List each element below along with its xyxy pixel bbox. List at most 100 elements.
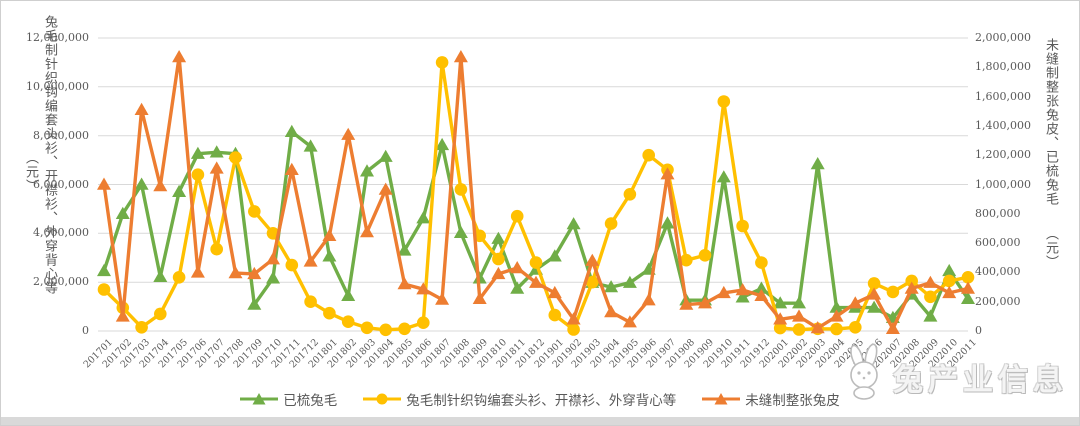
watermark-text: 兔产业信息 — [893, 364, 1068, 397]
marker-combed-rabbit-hair — [829, 300, 844, 313]
marker-rabbit-hair-knitwear — [867, 277, 881, 290]
marker-combed-rabbit-hair — [416, 211, 431, 224]
legend-item-rabbit-hair-knitwear: 兔毛制针织钩编套头衫、开襟衫、外穿背心等 — [363, 389, 676, 409]
right-axis-tick: 200,000 — [975, 294, 1021, 308]
marker-raw-rabbit-skin — [453, 50, 468, 63]
marker-rabbit-hair-knitwear — [492, 252, 505, 266]
marker-raw-rabbit-skin — [284, 162, 299, 175]
marker-raw-rabbit-skin — [547, 285, 562, 299]
marker-combed-rabbit-hair — [172, 184, 187, 197]
marker-raw-rabbit-skin — [773, 312, 788, 325]
marker-raw-rabbit-skin — [360, 225, 374, 238]
marker-combed-rabbit-hair — [284, 124, 299, 137]
right-axis-tick: 800,000 — [975, 206, 1021, 220]
marker-rabbit-hair-knitwear — [736, 219, 749, 233]
marker-raw-rabbit-skin — [660, 167, 675, 180]
marker-combed-rabbit-hair — [491, 231, 506, 244]
marker-raw-rabbit-skin — [716, 285, 731, 299]
marker-rabbit-hair-knitwear — [154, 307, 167, 321]
marker-raw-rabbit-skin — [97, 177, 111, 190]
marker-rabbit-hair-knitwear — [642, 148, 655, 162]
marker-rabbit-hair-knitwear — [323, 306, 336, 320]
marker-combed-rabbit-hair — [266, 271, 280, 284]
marker-raw-rabbit-skin — [735, 283, 750, 296]
marker-raw-rabbit-skin — [266, 252, 280, 265]
marker-combed-rabbit-hair — [153, 269, 168, 282]
marker-rabbit-hair-knitwear — [680, 253, 693, 267]
marker-raw-rabbit-skin — [810, 321, 825, 334]
marker-raw-rabbit-skin — [472, 291, 487, 304]
marker-rabbit-hair-knitwear — [961, 271, 975, 284]
marker-rabbit-hair-knitwear — [191, 168, 205, 181]
legend-label-rabbit-hair-knitwear: 兔毛制针织钩编套头衫、开襟衫、外穿背心等 — [406, 393, 677, 409]
right-axis-unit: （元） — [1043, 227, 1058, 270]
left-axis-title-text: 兔毛制针织钩编套头衫、开襟衫、外穿背心等 — [42, 15, 57, 295]
marker-raw-rabbit-skin — [942, 285, 957, 299]
marker-combed-rabbit-hair — [773, 296, 788, 309]
rabbit-watermark-icon — [850, 343, 878, 400]
marker-combed-rabbit-hair — [923, 309, 938, 322]
marker-raw-rabbit-skin — [134, 102, 149, 115]
marker-combed-rabbit-hair — [566, 217, 581, 230]
marker-rabbit-hair-knitwear — [510, 209, 524, 223]
marker-combed-rabbit-hair — [322, 249, 337, 262]
marker-rabbit-hair-knitwear — [229, 151, 242, 164]
marker-raw-rabbit-skin — [867, 287, 882, 300]
marker-combed-rabbit-hair — [360, 164, 374, 177]
right-axis-tick: 1,800,000 — [975, 60, 1031, 74]
marker-raw-rabbit-skin — [322, 228, 337, 241]
marker-rabbit-hair-knitwear — [773, 321, 787, 335]
marker-rabbit-hair-knitwear — [623, 188, 637, 201]
marker-raw-rabbit-skin — [397, 277, 412, 290]
marker-combed-rabbit-hair — [378, 149, 393, 162]
marker-rabbit-hair-knitwear — [360, 321, 374, 335]
marker-rabbit-hair-knitwear — [285, 258, 299, 272]
marker-combed-rabbit-hair — [341, 288, 356, 301]
legend-label-combed-rabbit-hair: 已梳兔毛 — [283, 393, 338, 409]
marker-rabbit-hair-knitwear — [849, 321, 862, 334]
marker-rabbit-hair-knitwear — [398, 322, 411, 336]
marker-rabbit-hair-knitwear — [924, 290, 937, 304]
marker-combed-rabbit-hair — [660, 216, 675, 229]
chart-legend: 已梳兔毛 兔毛制针织钩编套头衫、开襟衫、外穿背心等 未缝制整张兔皮 — [1, 389, 1079, 409]
right-axis-tick: 400,000 — [975, 265, 1021, 279]
legend-marker-combed-rabbit-hair — [240, 393, 279, 405]
right-axis-tick: 2,000,000 — [975, 31, 1031, 44]
marker-rabbit-hair-knitwear — [755, 256, 768, 269]
marker-combed-rabbit-hair — [453, 225, 468, 238]
marker-raw-rabbit-skin — [904, 281, 919, 294]
marker-raw-rabbit-skin — [961, 281, 975, 294]
marker-combed-rabbit-hair — [115, 206, 130, 219]
marker-raw-rabbit-skin — [566, 312, 581, 325]
marker-rabbit-hair-knitwear — [830, 322, 843, 336]
marker-raw-rabbit-skin — [378, 182, 393, 195]
marker-rabbit-hair-knitwear — [210, 242, 223, 256]
marker-combed-rabbit-hair — [961, 291, 975, 304]
marker-raw-rabbit-skin — [792, 309, 806, 322]
right-axis-tick: 1,000,000 — [975, 177, 1031, 191]
right-axis-tick: 600,000 — [975, 236, 1021, 250]
left-axis-tick: 10,000,000 — [26, 79, 89, 93]
marker-rabbit-hair-knitwear — [548, 308, 562, 322]
marker-combed-rabbit-hair — [604, 280, 619, 293]
marker-raw-rabbit-skin — [622, 315, 637, 328]
right-axis-title: 未缝制整张兔皮、已梳兔毛 （元） — [1041, 38, 1060, 331]
marker-rabbit-hair-knitwear — [529, 256, 543, 269]
marker-raw-rabbit-skin — [190, 265, 205, 278]
marker-rabbit-hair-knitwear — [172, 271, 186, 284]
marker-combed-rabbit-hair — [397, 243, 412, 256]
marker-raw-rabbit-skin — [435, 292, 450, 305]
marker-raw-rabbit-skin — [153, 179, 168, 192]
right-axis-title-text: 未缝制整张兔皮、已梳兔毛 — [1043, 38, 1058, 206]
right-axis-tick: 0 — [975, 324, 982, 337]
series-line-rabbit-hair-knitwear — [102, 60, 969, 332]
marker-rabbit-hair-knitwear — [304, 295, 317, 309]
marker-combed-rabbit-hair — [867, 300, 882, 313]
marker-combed-rabbit-hair — [209, 145, 224, 158]
marker-combed-rabbit-hair — [792, 296, 806, 309]
marker-rabbit-hair-knitwear — [567, 323, 580, 336]
left-axis-tick: 2,000,000 — [33, 275, 89, 289]
marker-raw-rabbit-skin — [585, 253, 600, 266]
marker-raw-rabbit-skin — [923, 275, 938, 288]
